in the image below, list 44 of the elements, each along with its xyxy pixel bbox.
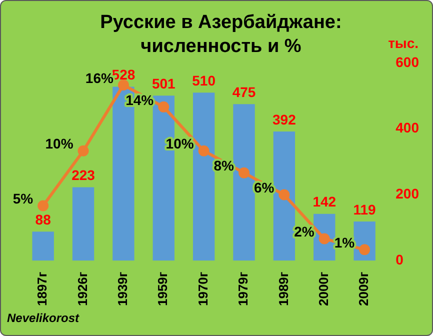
point — [318, 233, 330, 244]
data-label: 223 — [72, 167, 96, 184]
data-label: 6% — [254, 180, 275, 196]
y2-tick-label: 600 — [396, 54, 420, 70]
data-label: 501 — [152, 75, 176, 92]
point — [78, 145, 89, 156]
x-tick-label: 2009г — [356, 271, 372, 306]
data-label: 142 — [312, 194, 336, 210]
data-label: 475 — [232, 84, 256, 100]
data-label: 119 — [353, 201, 376, 218]
x-tick-label: 1897г — [34, 271, 50, 306]
x-tick-label: 1989г — [276, 271, 291, 306]
y2-axis-title: тыс. — [388, 34, 419, 51]
bar — [192, 92, 215, 261]
y2-tick-label: 0 — [396, 252, 404, 268]
x-tick-label: 1970г — [195, 271, 210, 306]
data-label: 510 — [192, 72, 216, 89]
text: Nevelikorost — [7, 311, 80, 325]
x-tick-label: 1939г — [115, 271, 130, 306]
x-tick-label: 2000г — [316, 271, 331, 306]
y2-tick-label: 200 — [396, 186, 420, 202]
point — [158, 101, 170, 112]
data-label: 10% — [45, 136, 74, 152]
y2-tick-label: 400 — [396, 120, 420, 136]
point — [278, 189, 290, 200]
data-label: 88 — [35, 212, 52, 228]
point — [198, 145, 210, 156]
data-label: 528 — [112, 66, 136, 83]
point — [238, 167, 250, 178]
point — [118, 79, 129, 90]
bar — [72, 187, 94, 261]
bar — [273, 132, 296, 261]
data-label: 5% — [12, 190, 34, 207]
x-tick-label: 1959г — [155, 271, 170, 306]
bar — [32, 232, 54, 261]
data-label: 1% — [334, 234, 356, 251]
data-label: 392 — [272, 111, 296, 128]
point — [359, 244, 370, 256]
x-tick-label: 1926г — [74, 271, 90, 306]
x-tick-label: 1979г — [236, 271, 251, 306]
point — [38, 200, 49, 212]
data-label: 16% — [85, 70, 114, 86]
bar — [233, 104, 255, 261]
chart-title: Русские в Азербайджане: численность и % — [99, 11, 343, 59]
